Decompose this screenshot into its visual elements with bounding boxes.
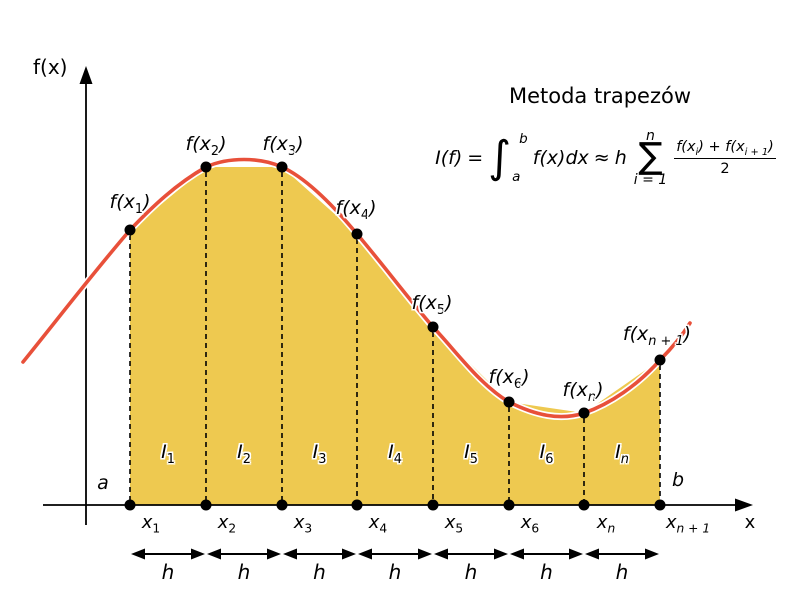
curve-point-dot: [578, 407, 590, 419]
y-axis-arrowhead: [79, 66, 93, 84]
h-arrowhead-right: [267, 548, 281, 560]
h-arrowhead-right: [645, 548, 659, 560]
axis-point-dot: [351, 499, 363, 511]
trapezoid-area-fill: [130, 167, 660, 505]
curve-point-dot: [503, 396, 515, 408]
curve-point-dot: [124, 224, 136, 236]
h-arrowhead-left: [358, 548, 372, 560]
h-arrowhead-right: [342, 548, 356, 560]
h-arrowhead-left: [283, 548, 297, 560]
curve-point-dot: [351, 228, 363, 240]
axis-point-dot: [654, 499, 666, 511]
h-arrowhead-left: [434, 548, 448, 560]
axis-point-dot: [503, 499, 515, 511]
axis-point-dot: [200, 499, 212, 511]
axis-point-dot: [578, 499, 590, 511]
h-arrowhead-left: [585, 548, 599, 560]
axis-point-dot: [276, 499, 288, 511]
curve-point-dot: [654, 354, 666, 366]
h-arrowhead-right: [494, 548, 508, 560]
curve-point-dot: [200, 161, 212, 173]
function-curve: [21, 157, 692, 419]
h-arrowhead-right: [418, 548, 432, 560]
h-arrowhead-right: [191, 548, 205, 560]
curve-point-dot: [427, 321, 439, 333]
h-arrowhead-left: [510, 548, 524, 560]
axis-point-dot: [427, 499, 439, 511]
axis-point-dot: [124, 499, 136, 511]
curve-point-dot: [276, 161, 288, 173]
x-axis-arrowhead: [735, 498, 753, 512]
h-arrowhead-left: [207, 548, 221, 560]
h-arrowhead-right: [569, 548, 583, 560]
h-arrowhead-left: [131, 548, 145, 560]
